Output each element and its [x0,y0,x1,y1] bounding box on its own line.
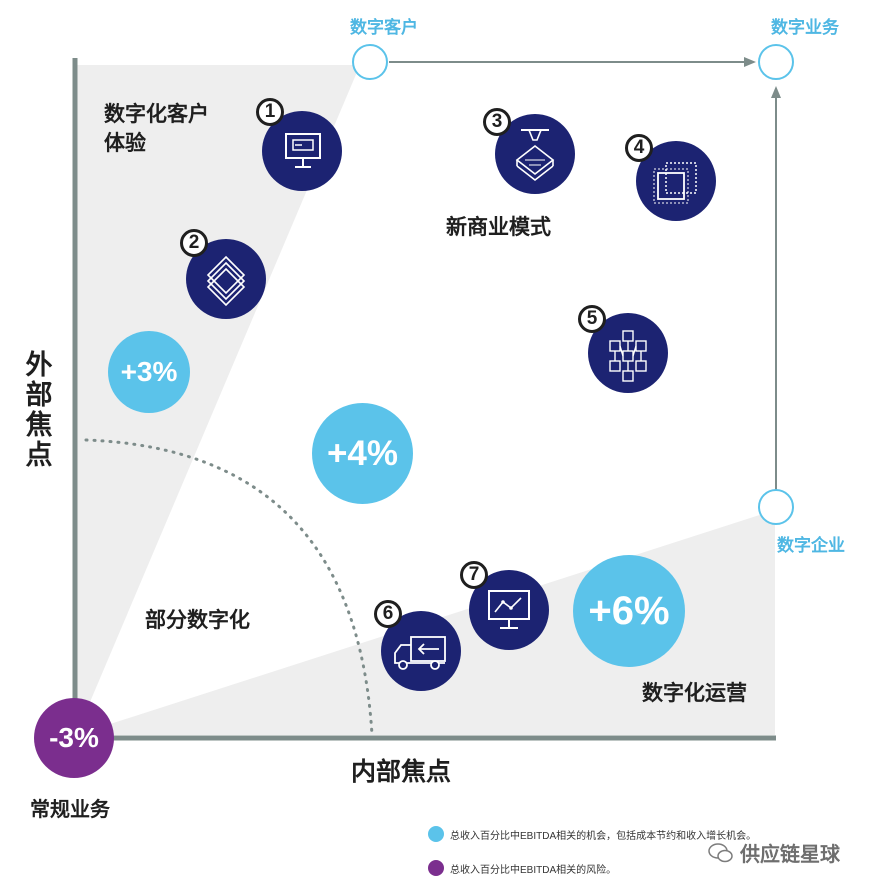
legend-purple-dot [428,860,444,876]
badge-7: 7 [460,561,488,589]
monitor-card-icon [285,133,321,168]
region-label-digital-operations: 数字化运营 [642,682,747,705]
badge-3: 3 [483,108,511,136]
region-label-customer-experience: 数字化客户 体验 [104,103,209,155]
badge-2: 2 [180,229,208,257]
right-arrow-head [771,86,781,98]
select-frame-icon [653,162,697,204]
risk-bubble-minus3: -3% [34,698,114,778]
opportunity-bubble-plus6: +6% [573,555,685,667]
watermark-text: 供应链星球 [740,844,840,866]
legend-opportunity: 总收入百分比中EBITDA相关的机会，包括成本节约和收入增长机会。 [428,826,756,842]
top-arrow-head [744,57,756,67]
y-axis-label: 外部焦点 [25,350,53,470]
delivery-truck-icon [394,636,446,670]
legend-opportunity-text: 总收入百分比中EBITDA相关的机会，包括成本节约和收入增长机会。 [450,830,757,842]
badge-4: 4 [625,134,653,162]
badge-5: 5 [578,305,606,333]
label-digital-enterprise: 数字企业 [777,536,845,555]
3d-print-icon [515,129,555,182]
legend-blue-dot [428,826,444,842]
opportunity-bubble-plus4: +4% [312,403,413,504]
x-axis-label: 内部焦点 [351,758,452,786]
cube-network-icon [609,330,647,382]
corner-circle-top-left [352,44,388,80]
label-digital-business: 数字业务 [771,18,839,37]
label-traditional-business: 常规业务 [30,799,110,821]
corner-circle-top-right [758,44,794,80]
monitor-chart-icon [488,590,530,629]
label-digital-customer: 数字客户 [350,18,418,37]
region-label-new-business-model: 新商业模式 [446,216,551,239]
legend-risk-text: 总收入百分比中EBITDA相关的风险。 [450,864,617,876]
badge-1: 1 [256,98,284,126]
opportunity-bubble-plus3: +3% [108,331,190,413]
corner-circle-bottom-right [758,489,794,525]
stacked-layers-icon [206,255,246,307]
badge-6: 6 [374,600,402,628]
dotted-arc [84,438,374,737]
watermark: 供应链星球 [708,838,840,867]
region-label-partial-digitization: 部分数字化 [145,609,250,632]
legend-risk: 总收入百分比中EBITDA相关的风险。 [428,860,616,876]
wechat-icon [708,842,733,862]
customer-experience-region [76,65,360,735]
